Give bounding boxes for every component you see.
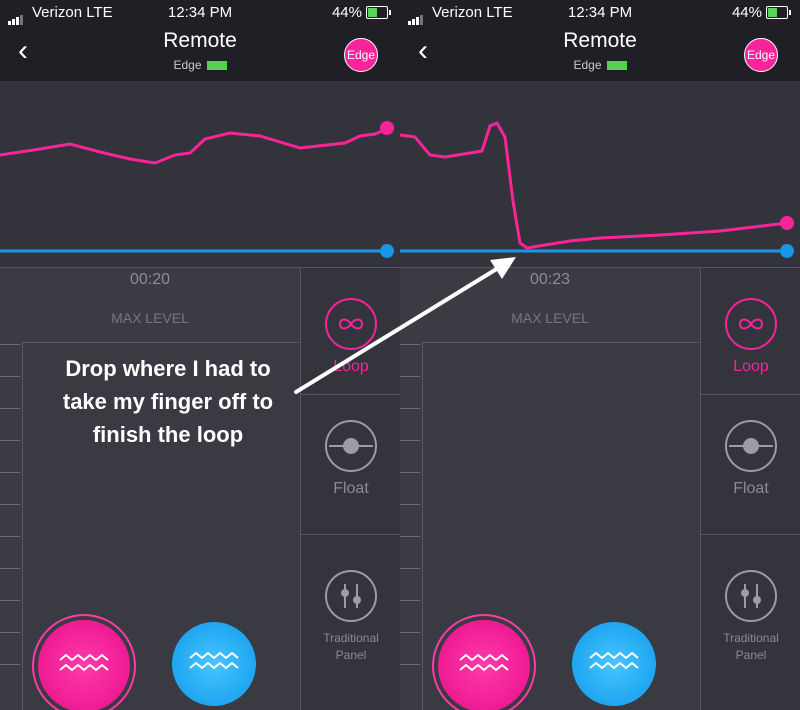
device-status: Edge: [0, 58, 400, 72]
intensity-graph: [0, 81, 400, 267]
level-scale: [0, 342, 22, 710]
signal-icon: [408, 8, 424, 25]
pink-wave-button[interactable]: [38, 620, 130, 710]
chevron-left-icon[interactable]: ‹: [418, 34, 428, 67]
mode-traditional-label-2: Panel: [335, 648, 367, 662]
wave-icon: [589, 651, 639, 670]
mode-sidebar: Loop Float Traditional Panel: [300, 268, 400, 710]
nav-header: ‹ Remote Edge Edge: [0, 26, 400, 81]
battery-icon: [366, 6, 391, 19]
annotation-text: Drop where I had to take my finger off t…: [62, 356, 274, 447]
carrier-label: Verizon LTE: [32, 4, 113, 21]
mode-loop-button[interactable]: Loop: [701, 298, 800, 376]
session-timer: 00:20: [129, 271, 171, 288]
pink-pattern-line: [400, 121, 788, 250]
carrier-label: Verizon LTE: [432, 4, 513, 21]
float-icon: [325, 420, 377, 472]
wave-icon: [59, 653, 109, 672]
pink-pattern-line: [0, 127, 388, 165]
device-badge-button[interactable]: Edge: [344, 38, 378, 72]
mode-traditional-button[interactable]: Traditional Panel: [701, 570, 800, 664]
mode-sidebar: Loop Float Traditional Panel: [700, 268, 800, 710]
battery-percent: 44%: [731, 4, 762, 21]
page-title: Remote: [163, 29, 237, 52]
blue-wave-button[interactable]: [572, 622, 656, 706]
max-level-label: MAX LEVEL: [511, 310, 589, 326]
sliders-icon: [325, 570, 377, 622]
level-scale: [400, 342, 422, 710]
device-status: Edge: [400, 58, 800, 72]
mode-float-button[interactable]: Float: [301, 420, 400, 498]
screen-left: Verizon LTE 12:34 PM 44% ‹ Remote Edge E…: [0, 0, 400, 710]
mode-float-label: Float: [333, 480, 369, 497]
chevron-left-icon[interactable]: ‹: [18, 34, 28, 67]
device-name: Edge: [173, 58, 202, 72]
mode-loop-label: Loop: [733, 358, 769, 375]
screen-right: Verizon LTE 12:34 PM 44% ‹ Remote Edge E…: [400, 0, 800, 710]
wave-icon: [189, 651, 239, 670]
status-bar: Verizon LTE 12:34 PM 44%: [400, 0, 800, 26]
battery-percent: 44%: [331, 4, 362, 21]
pink-wave-button[interactable]: [438, 620, 530, 710]
device-name: Edge: [573, 58, 602, 72]
nav-header: ‹ Remote Edge Edge: [400, 26, 800, 81]
blue-line-end-dot: [380, 244, 394, 258]
infinity-icon: [725, 298, 777, 350]
mode-float-label: Float: [733, 480, 769, 497]
divider: [0, 267, 400, 268]
pink-line-end-dot: [780, 216, 794, 230]
pink-line-end-dot: [380, 121, 394, 135]
clock: 12:34 PM: [567, 4, 633, 21]
blue-wave-button[interactable]: [172, 622, 256, 706]
device-battery-icon: [606, 61, 627, 71]
page-title: Remote: [563, 29, 637, 52]
blue-line-end-dot: [780, 244, 794, 258]
status-bar: Verizon LTE 12:34 PM 44%: [0, 0, 400, 26]
max-level-label: MAX LEVEL: [111, 310, 189, 326]
divider: [400, 267, 800, 268]
session-timer: 00:23: [529, 271, 571, 288]
float-icon: [725, 420, 777, 472]
battery-icon: [766, 6, 791, 19]
mode-traditional-label-2: Panel: [735, 648, 767, 662]
signal-icon: [8, 8, 24, 25]
sliders-icon: [725, 570, 777, 622]
device-badge-button[interactable]: Edge: [744, 38, 778, 72]
mode-traditional-label-1: Traditional: [723, 631, 779, 645]
intensity-graph: [400, 81, 800, 267]
infinity-icon: [325, 298, 377, 350]
wave-icon: [459, 653, 509, 672]
mode-traditional-label-1: Traditional: [323, 631, 379, 645]
device-battery-icon: [206, 61, 227, 71]
mode-float-button[interactable]: Float: [701, 420, 800, 498]
mode-traditional-button[interactable]: Traditional Panel: [301, 570, 400, 664]
clock: 12:34 PM: [167, 4, 233, 21]
